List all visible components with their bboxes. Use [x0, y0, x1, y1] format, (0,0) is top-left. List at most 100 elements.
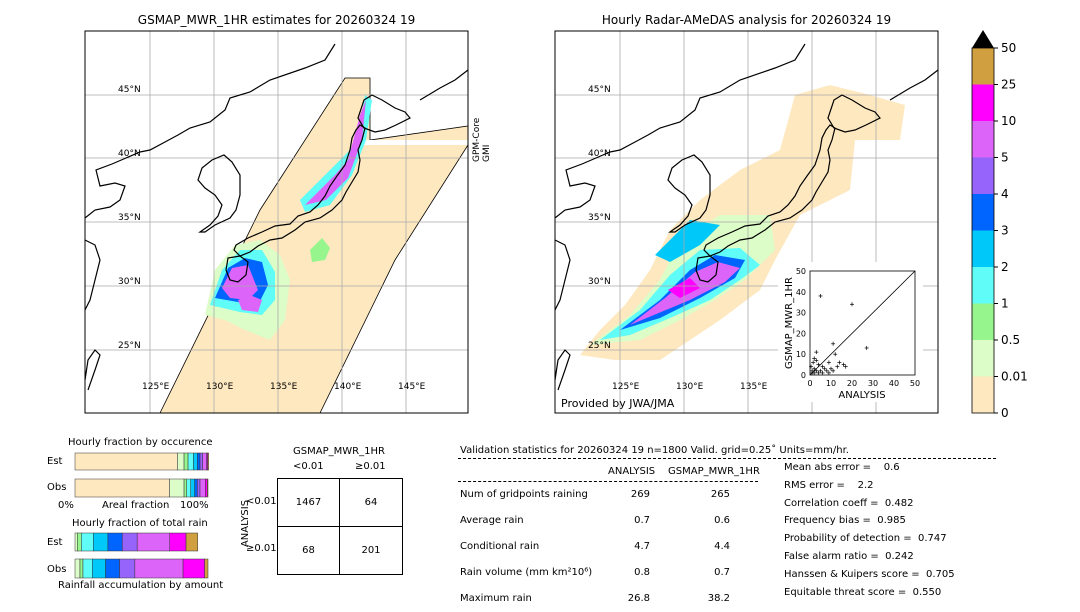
colorbar-tick-label: 0	[1001, 406, 1009, 420]
rain-obs-segment	[204, 558, 209, 579]
colorbar-tick-label: 0.01	[1001, 370, 1028, 384]
x-tick-label: 20	[847, 379, 857, 388]
rain-est-segment	[169, 532, 187, 552]
lat-label: 35°N	[588, 213, 611, 223]
rain-est-segment	[185, 532, 198, 552]
axis-right: 100%	[180, 500, 209, 511]
occurrence-obs-segment	[205, 478, 208, 498]
score: Hanssen & Kuipers score = 0.705	[784, 568, 955, 580]
lat-label: 45°N	[118, 85, 141, 95]
axis-left: 0%	[58, 500, 74, 511]
lat-label: 30°N	[588, 277, 611, 287]
rain-est-segment	[74, 532, 78, 552]
scatter-point	[814, 350, 819, 355]
colorbar-tick-label: 10	[1001, 114, 1016, 128]
occurrence-obs-segment	[74, 478, 170, 498]
divider	[458, 458, 996, 459]
rain-obs-segment	[82, 558, 93, 579]
colorbar-tick-label: 25	[1001, 78, 1016, 92]
one-to-one-line	[809, 270, 916, 376]
stat-gsmap: 38.2	[707, 593, 730, 604]
score: Mean abs error = 0.6	[784, 462, 900, 473]
lon-label: 125°E	[142, 382, 170, 392]
colorbar-tick-label: 1	[1001, 297, 1009, 311]
axis-mid: Areal fraction	[102, 500, 170, 511]
rain-est-segment	[93, 532, 109, 552]
obs-label: Obs	[47, 482, 67, 493]
stat-analysis: 269	[630, 489, 650, 500]
lon-label: 135°E	[740, 382, 768, 392]
divider	[458, 481, 758, 482]
scatter-point	[816, 370, 821, 375]
occurrence-obs-segment	[197, 478, 201, 498]
y-tick-label: 10	[796, 350, 806, 359]
rain-est-segment	[81, 532, 94, 552]
occurrence-obs-segment	[207, 478, 209, 498]
cell: 1467	[278, 479, 340, 527]
contingency-title: GSMAP_MWR_1HR	[293, 446, 385, 457]
rain-est-segment	[121, 532, 138, 552]
validation-header: Validation statistics for 20260324 19 n=…	[460, 445, 849, 456]
colorbar-segment	[972, 267, 994, 304]
colorbar-tick-label: 5	[1001, 151, 1009, 165]
lat-label: 25°N	[118, 341, 141, 351]
colorbar-segment	[972, 303, 994, 340]
lon-label: 130°E	[206, 382, 234, 392]
occurrence-est-segment	[207, 452, 209, 471]
colorbar-tick-label: 3	[1001, 224, 1009, 238]
cell: 68	[278, 526, 340, 574]
rain-est-segment	[107, 532, 123, 552]
lon-label: 125°E	[612, 382, 640, 392]
lat-label: 45°N	[588, 85, 611, 95]
est-label: Est	[47, 456, 63, 467]
scatter-point	[820, 370, 825, 375]
scatter-point	[864, 345, 869, 350]
stat-analysis: 26.8	[627, 593, 650, 604]
score: Equitable threat score = 0.550	[784, 586, 942, 598]
x-tick-label: 0	[807, 379, 812, 388]
occurrence-obs-segment	[190, 478, 195, 498]
occurrence-title: Hourly fraction by occurence	[68, 437, 213, 448]
scatter-plot: 00 10 10 20 20 30 30 40 40 50 50 ANALYSIS GSMAP_MWR_…	[784, 267, 920, 401]
stat-analysis: 0.8	[634, 567, 650, 578]
col-header: ≥0.01	[355, 461, 386, 472]
rain-obs-segment	[74, 558, 81, 579]
scatter-point	[843, 364, 848, 369]
stat-analysis: 4.7	[634, 541, 650, 552]
stat-gsmap: 265	[710, 489, 730, 500]
colorbar-extend-arrow	[972, 30, 994, 48]
scatter-point	[816, 362, 821, 367]
occurrence-est-segment	[177, 452, 185, 471]
colorbar-tick-label: 2	[1001, 260, 1009, 274]
scatter-point	[831, 341, 836, 346]
occurrence-est-segment	[199, 452, 203, 471]
scatter-point	[812, 356, 817, 361]
score: Frequency bias = 0.985	[784, 515, 906, 527]
occurrence-est-segment	[202, 452, 207, 471]
rain-obs-segment	[79, 558, 84, 579]
scatter-point	[809, 364, 814, 369]
scatter-point	[829, 366, 833, 371]
colorbar-tick-label: 0.5	[1001, 333, 1020, 347]
rain-obs-segment	[182, 558, 205, 579]
score: RMS error = 2.2	[784, 479, 874, 491]
obs-label: Obs	[47, 564, 67, 575]
stat-analysis: 0.7	[634, 515, 650, 526]
contingency-table: 1467 64 68 201	[277, 478, 403, 575]
y-tick-label: 30	[796, 309, 806, 318]
est-label: Est	[47, 537, 63, 548]
scatter-point	[824, 368, 829, 373]
rain-obs-segment	[119, 558, 136, 579]
stat-gsmap: 0.6	[714, 515, 730, 526]
scatter-point	[812, 366, 817, 371]
score: Probability of detection = 0.747	[784, 533, 947, 545]
stat-gsmap: 4.4	[714, 541, 730, 552]
lat-label: 30°N	[118, 277, 141, 287]
colorbar-segment	[972, 121, 994, 158]
rain-est-segment	[136, 532, 171, 552]
occurrence-est-segment	[193, 452, 198, 471]
occurrence-obs-segment	[199, 478, 206, 498]
scatter-point	[818, 368, 823, 373]
stat-label: Conditional rain	[460, 541, 540, 552]
lon-label: 135°E	[270, 382, 298, 392]
